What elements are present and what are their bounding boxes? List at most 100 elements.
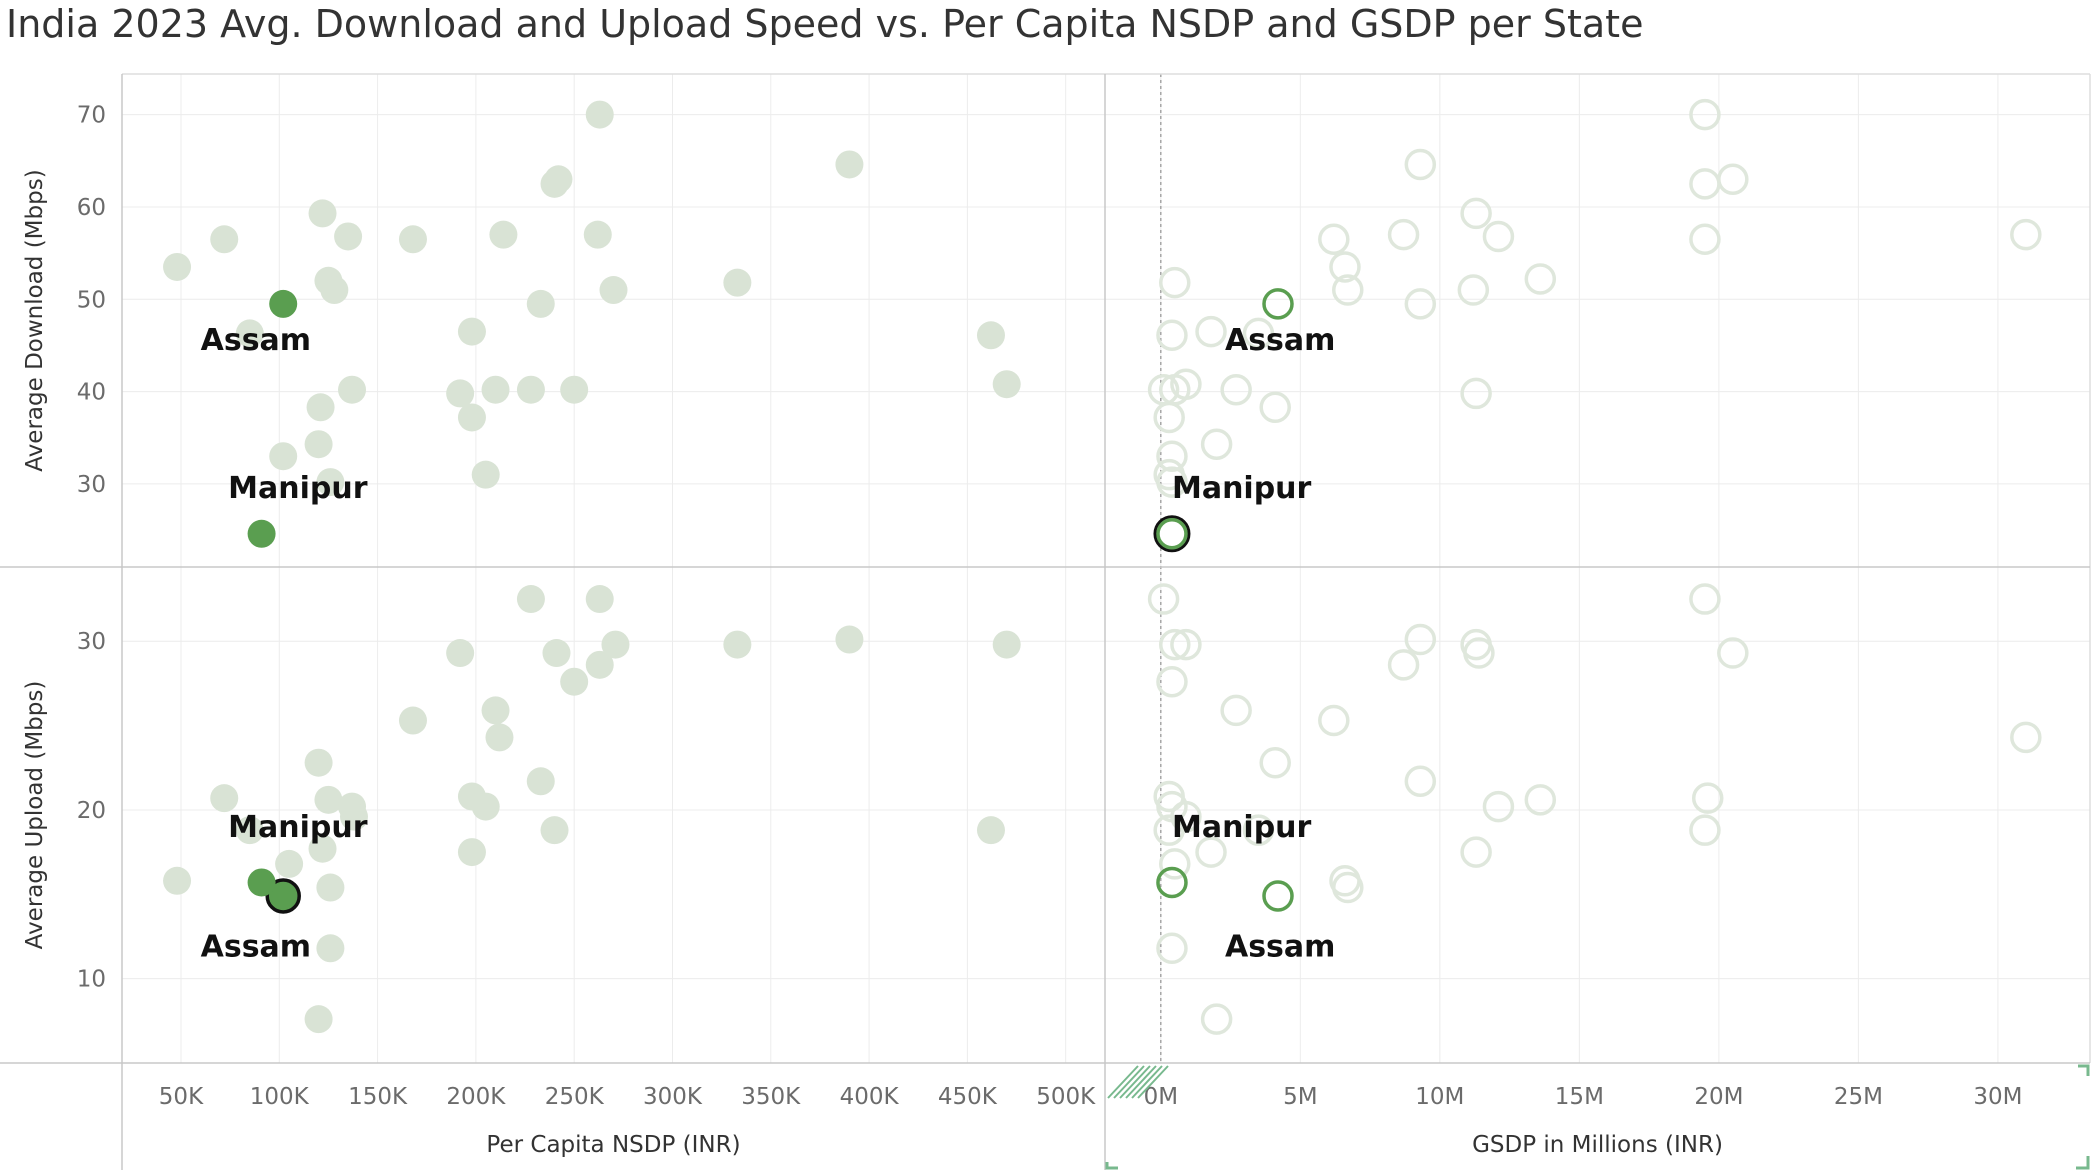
panel-upload_vs_gsdp [1147, 583, 2042, 1035]
y-tick-label: 40 [77, 380, 106, 406]
x-tick-label: 15M [1555, 1084, 1604, 1110]
data-point [1482, 220, 1515, 253]
data-point [489, 220, 518, 249]
data-point [163, 252, 192, 281]
highlighted-point [265, 878, 301, 914]
data-point [457, 838, 486, 867]
data-point [1220, 373, 1252, 406]
data-point [210, 784, 239, 813]
point-label-assam: Assam [1225, 930, 1335, 965]
selection-corner [2078, 1064, 2090, 1076]
y-axis-title: Average Upload (Mbps) [22, 681, 48, 950]
data-point [1524, 784, 1557, 816]
data-point [320, 276, 349, 305]
data-point [1259, 391, 1291, 424]
data-point [481, 375, 510, 404]
data-point [1156, 466, 1188, 498]
data-point [1159, 628, 1191, 661]
data-point [723, 268, 752, 297]
x-tick-label: 100K [250, 1084, 310, 1110]
highlighted-point-outline [1153, 515, 1191, 553]
data-point [316, 468, 345, 497]
data-point [1200, 1003, 1233, 1035]
data-point [1318, 223, 1350, 256]
data-point [1717, 637, 1749, 669]
data-point [308, 834, 337, 863]
data-point [585, 100, 614, 129]
data-point [457, 403, 486, 432]
data-point [1689, 98, 1721, 131]
data-point [308, 199, 337, 228]
data-point [1318, 704, 1350, 737]
data-point [601, 630, 630, 659]
point-label-manipur: Manipur [228, 471, 368, 506]
data-point [1259, 746, 1291, 779]
y-tick-label: 60 [77, 195, 106, 221]
data-point [1460, 836, 1492, 868]
data-point [1159, 848, 1191, 880]
data-point [1195, 836, 1227, 868]
data-point [526, 289, 555, 318]
data-point [992, 630, 1021, 659]
x-axis-title: Per Capita NSDP (INR) [486, 1132, 740, 1158]
data-point [338, 375, 367, 404]
data-point [835, 625, 864, 654]
data-point [1404, 623, 1437, 656]
data-point [516, 585, 545, 614]
gridlines [122, 74, 2090, 1063]
selection-corner [2076, 1156, 2090, 1170]
data-point [1200, 428, 1233, 460]
x-tick-label: 150K [348, 1084, 408, 1110]
data-point [398, 706, 427, 735]
chart-title: India 2023 Avg. Download and Upload Spee… [6, 2, 1644, 46]
data-point [1147, 583, 1180, 615]
point-label-assam: Assam [201, 930, 311, 965]
data-point [1195, 315, 1227, 348]
y-tick-label: 10 [77, 967, 106, 993]
data-point [1717, 163, 1749, 195]
x-tick-label: 300K [643, 1084, 703, 1110]
hatch-line [1131, 1065, 1163, 1099]
x-tick-label: 200K [446, 1084, 506, 1110]
data-point [398, 225, 427, 254]
data-point [583, 220, 612, 249]
hatch-line [1125, 1065, 1157, 1099]
data-point [1156, 665, 1188, 698]
x-tick-label: 20M [1694, 1084, 1743, 1110]
data-point [1460, 197, 1492, 230]
data-point [1332, 274, 1364, 306]
hatch-line [1113, 1065, 1145, 1099]
highlighted-point [269, 289, 298, 318]
data-point [485, 723, 514, 752]
highlighted-point [1262, 880, 1294, 912]
data-point [471, 460, 500, 489]
data-point [446, 379, 475, 408]
y-tick-label: 70 [77, 103, 106, 129]
data-point [585, 585, 614, 614]
data-point [544, 165, 573, 194]
hatch-line [1137, 1065, 1169, 1099]
data-point [304, 430, 333, 459]
data-point [210, 225, 239, 254]
data-point [560, 375, 589, 404]
y-tick-label: 50 [77, 287, 106, 313]
point-label-manipur: Manipur [228, 810, 368, 845]
data-point [339, 802, 368, 831]
x-axis-title: GSDP in Millions (INR) [1472, 1132, 1723, 1158]
data-point [723, 630, 752, 659]
data-point [334, 222, 363, 251]
data-point [306, 393, 335, 422]
data-point [2010, 218, 2042, 251]
data-point [540, 816, 569, 845]
data-point [1460, 377, 1492, 410]
data-point [163, 866, 192, 895]
data-point [1170, 368, 1202, 400]
data-point [1220, 694, 1252, 727]
data-point [1159, 266, 1191, 299]
y-axis-title: Average Download (Mbps) [22, 169, 48, 471]
data-point [235, 319, 264, 348]
data-point [599, 276, 628, 305]
y-tick-label: 30 [77, 472, 106, 498]
x-tick-label: 450K [938, 1084, 998, 1110]
